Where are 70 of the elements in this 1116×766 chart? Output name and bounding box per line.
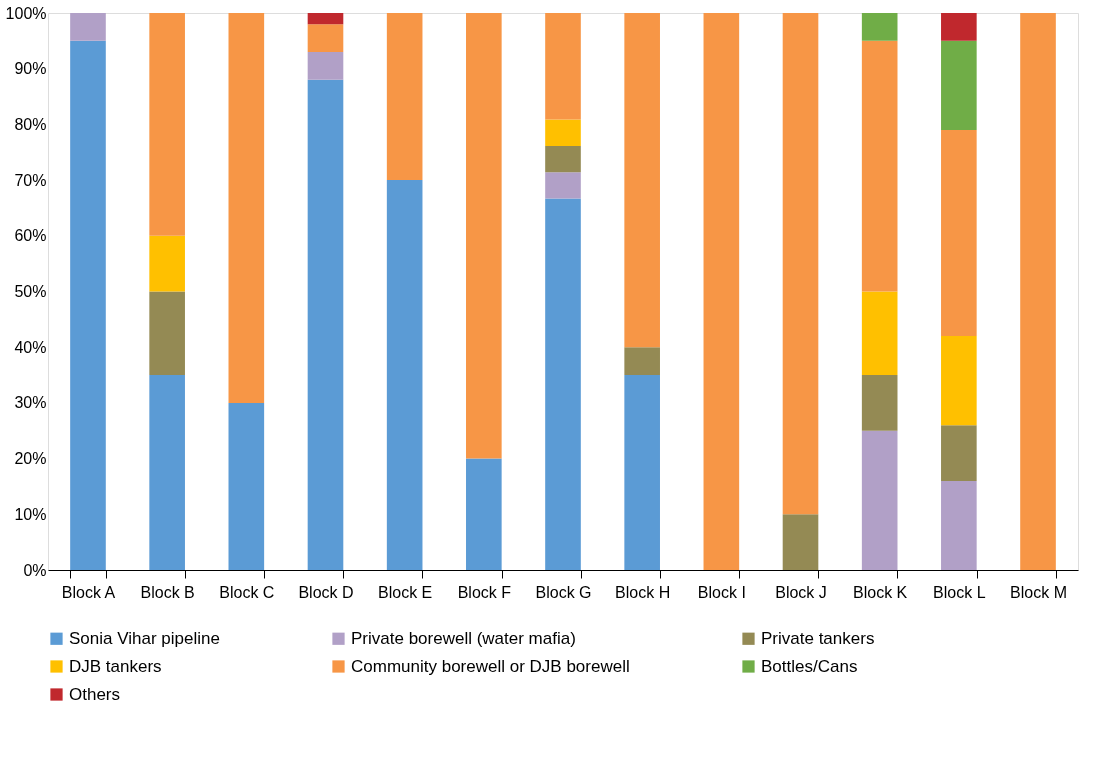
bar: [703, 13, 740, 570]
bar: [861, 13, 898, 41]
legend-label: Community borewell or DJB borewell: [351, 656, 630, 676]
y-tick-label: 70%: [14, 171, 47, 189]
bar: [149, 13, 185, 236]
y-tick-label: 10%: [14, 505, 47, 523]
bar: [782, 13, 819, 515]
y-tick-label: 30%: [14, 394, 47, 412]
x-tick-label: Block B: [140, 583, 195, 601]
legend-label: Private borewell (water mafia): [351, 628, 576, 648]
x-tick-label: Block K: [853, 583, 908, 601]
bar: [941, 425, 977, 481]
legend-label: Private tankers: [761, 628, 875, 648]
legend-label: Sonia Vihar pipeline: [69, 628, 220, 648]
bar: [149, 375, 185, 570]
bar: [307, 24, 344, 52]
x-tick-label: Block E: [378, 583, 433, 601]
bar: [466, 13, 502, 459]
bar: [386, 180, 423, 570]
bar: [307, 13, 344, 25]
legend-label: Bottles/Cans: [761, 656, 858, 676]
x-tick-label: Block M: [1010, 583, 1067, 601]
bar: [70, 40, 106, 570]
y-tick-label: 100%: [5, 4, 47, 22]
x-tick-label: Block D: [298, 583, 354, 601]
bar: [1020, 13, 1056, 570]
bar: [861, 40, 898, 292]
bar: [70, 13, 106, 41]
legend-label: DJB tankers: [69, 656, 162, 676]
bar: [545, 146, 581, 173]
bar: [386, 13, 423, 181]
bar: [545, 13, 581, 120]
x-tick-label: Block J: [775, 583, 827, 601]
y-tick-label: 0%: [23, 561, 47, 579]
bar: [941, 40, 977, 130]
bar: [228, 13, 265, 403]
x-tick-label: Block F: [457, 583, 512, 601]
x-tick-label: Block G: [535, 583, 592, 601]
bar: [307, 79, 344, 570]
y-tick-label: 60%: [14, 227, 47, 245]
bar: [545, 172, 581, 199]
y-tick-label: 90%: [14, 60, 47, 78]
bar: [861, 375, 898, 431]
bar: [861, 430, 898, 570]
y-tick-label: 80%: [14, 115, 47, 133]
x-tick-label: Block L: [933, 583, 986, 601]
bar: [149, 235, 185, 292]
x-tick-label: Block I: [697, 583, 746, 601]
bar: [861, 291, 898, 376]
bar: [149, 291, 185, 376]
y-tick-label: 20%: [14, 450, 47, 468]
x-tick-label: Block H: [615, 583, 671, 601]
bar: [466, 458, 502, 570]
bar: [941, 480, 977, 570]
bar: [545, 119, 581, 147]
x-tick-label: Block C: [219, 583, 275, 601]
bar: [782, 514, 819, 570]
bar: [228, 402, 265, 570]
legend-label: Others: [69, 684, 121, 704]
bar: [941, 129, 977, 337]
bar: [941, 336, 977, 426]
bar: [624, 13, 660, 348]
bar: [941, 13, 977, 41]
bar: [545, 198, 581, 570]
y-tick-label: 40%: [14, 338, 47, 356]
y-tick-label: 50%: [14, 283, 47, 300]
bar: [624, 347, 660, 376]
bar: [307, 51, 344, 80]
bar: [624, 375, 660, 570]
x-tick-label: Block A: [61, 583, 116, 601]
